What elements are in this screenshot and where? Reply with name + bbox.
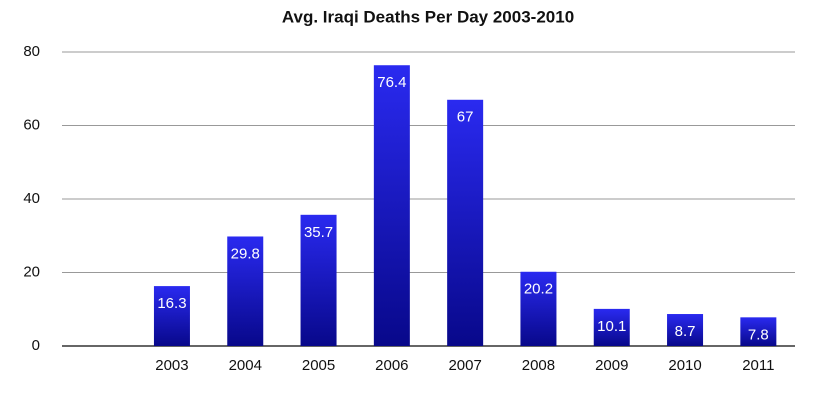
bar	[593, 308, 630, 346]
data-label: 16.3	[157, 295, 186, 312]
x-tick-label: 2004	[229, 357, 262, 374]
data-label: 8.7	[675, 323, 696, 340]
y-tick-label: 0	[32, 337, 40, 354]
chart-title: Avg. Iraqi Deaths Per Day 2003-2010	[282, 7, 574, 26]
x-tick-label: 2010	[668, 357, 701, 374]
data-label: 35.7	[304, 224, 333, 241]
bar	[740, 317, 777, 346]
x-tick-label: 2005	[302, 357, 335, 374]
y-tick-label: 20	[23, 263, 40, 280]
x-tick-label: 2007	[448, 357, 481, 374]
data-label: 10.1	[597, 318, 626, 335]
y-tick-label: 40	[23, 190, 40, 207]
y-tick-label: 80	[23, 43, 40, 60]
y-tick-label: 60	[23, 116, 40, 133]
bar	[227, 236, 264, 346]
bar	[667, 314, 704, 346]
data-label: 67	[457, 109, 474, 126]
bar	[373, 65, 410, 346]
bar	[520, 271, 557, 346]
x-tick-label: 2006	[375, 357, 408, 374]
bar	[300, 214, 337, 346]
data-label: 29.8	[231, 245, 260, 262]
x-tick-label: 2009	[595, 357, 628, 374]
x-tick-label: 2011	[742, 357, 774, 374]
data-label: 76.4	[377, 74, 406, 91]
x-tick-label: 2003	[155, 357, 188, 374]
bar	[447, 99, 484, 347]
data-label: 7.8	[748, 326, 769, 343]
x-tick-label: 2008	[522, 357, 555, 374]
bar	[153, 286, 190, 346]
data-label: 20.2	[524, 281, 553, 298]
